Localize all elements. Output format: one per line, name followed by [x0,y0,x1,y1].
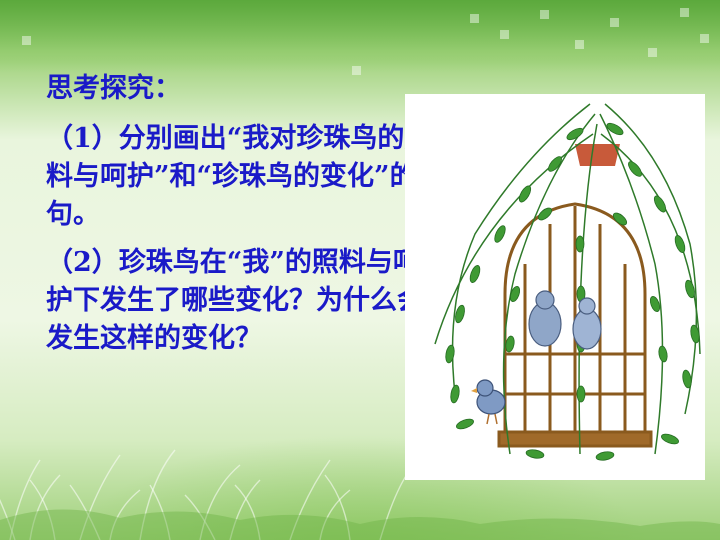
decor-square [610,18,619,27]
decor-square [470,14,479,23]
section-heading: 思考探究： [46,73,181,104]
question-text-block: 思考探究： （1）分别画出“我对珍珠鸟的照料与呵护”和“珍珠鸟的变化”的语句。 … [46,70,446,368]
flower-pot [575,144,620,166]
birdcage-illustration [405,94,705,480]
vines [434,103,701,455]
birdcage-with-vines-image [434,103,701,461]
decor-square [575,40,584,49]
decor-square [500,30,509,39]
decor-square [352,66,361,75]
top-decor-band [0,0,720,72]
question-2: （2）珍珠鸟在“我”的照料与呵护下发生了哪些变化？为什么会发生这样的变化？ [46,247,424,354]
question-1: （1）分别画出“我对珍珠鸟的照料与呵护”和“珍珠鸟的变化”的语句。 [46,123,444,230]
grass-decor [0,449,720,540]
decor-square [648,48,657,57]
decor-square [700,34,709,43]
decor-square [540,10,549,19]
decor-square [680,8,689,17]
decor-square [22,36,31,45]
birds [471,290,602,425]
